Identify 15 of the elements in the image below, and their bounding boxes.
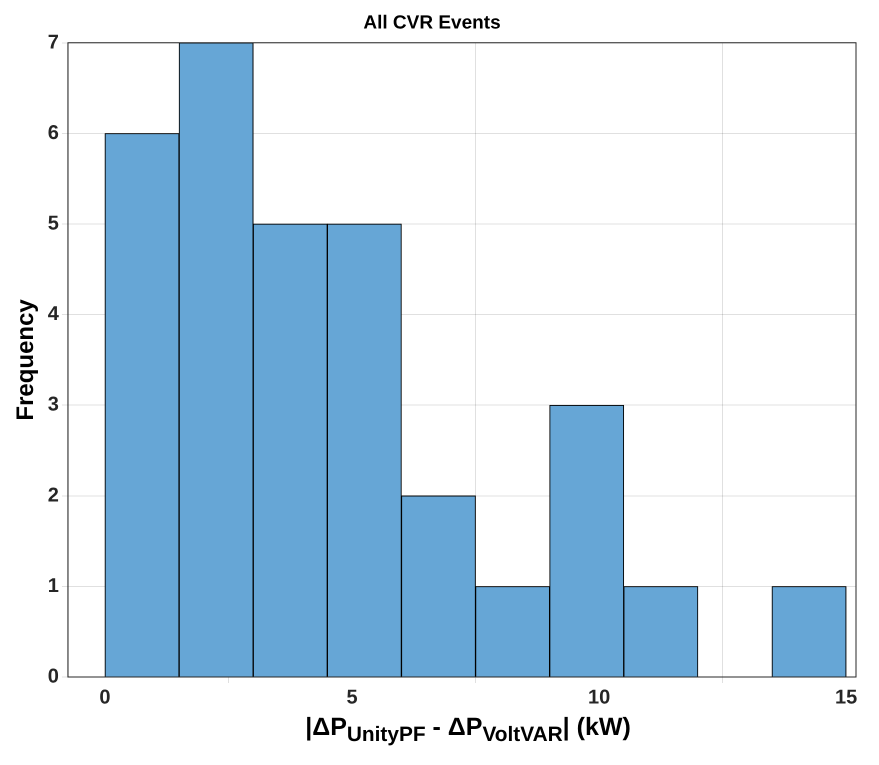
y-tick-label: 0 (48, 666, 59, 688)
x-tick-label: 10 (588, 686, 610, 709)
y-tick-label: 6 (48, 122, 59, 144)
x-tick-label: 0 (99, 686, 111, 709)
chart-title: All CVR Events (363, 12, 501, 34)
x-tick-label: 15 (834, 686, 858, 709)
y-tick-label: 2 (48, 484, 59, 506)
y-tick-label: 5 (48, 212, 59, 235)
x-axis-title: |ΔP$_{UnityPF}$ - ΔP$_{VoltVAR}$| (kW) (304, 713, 632, 747)
y-tick-label: 3 (48, 394, 59, 416)
y-tick-label: 1 (48, 574, 59, 597)
y-axis-title: Frequency (12, 298, 40, 421)
y-tick-label: 4 (48, 303, 60, 326)
y-tick-label: 7 (48, 31, 59, 54)
x-tick-label: 5 (346, 686, 358, 709)
